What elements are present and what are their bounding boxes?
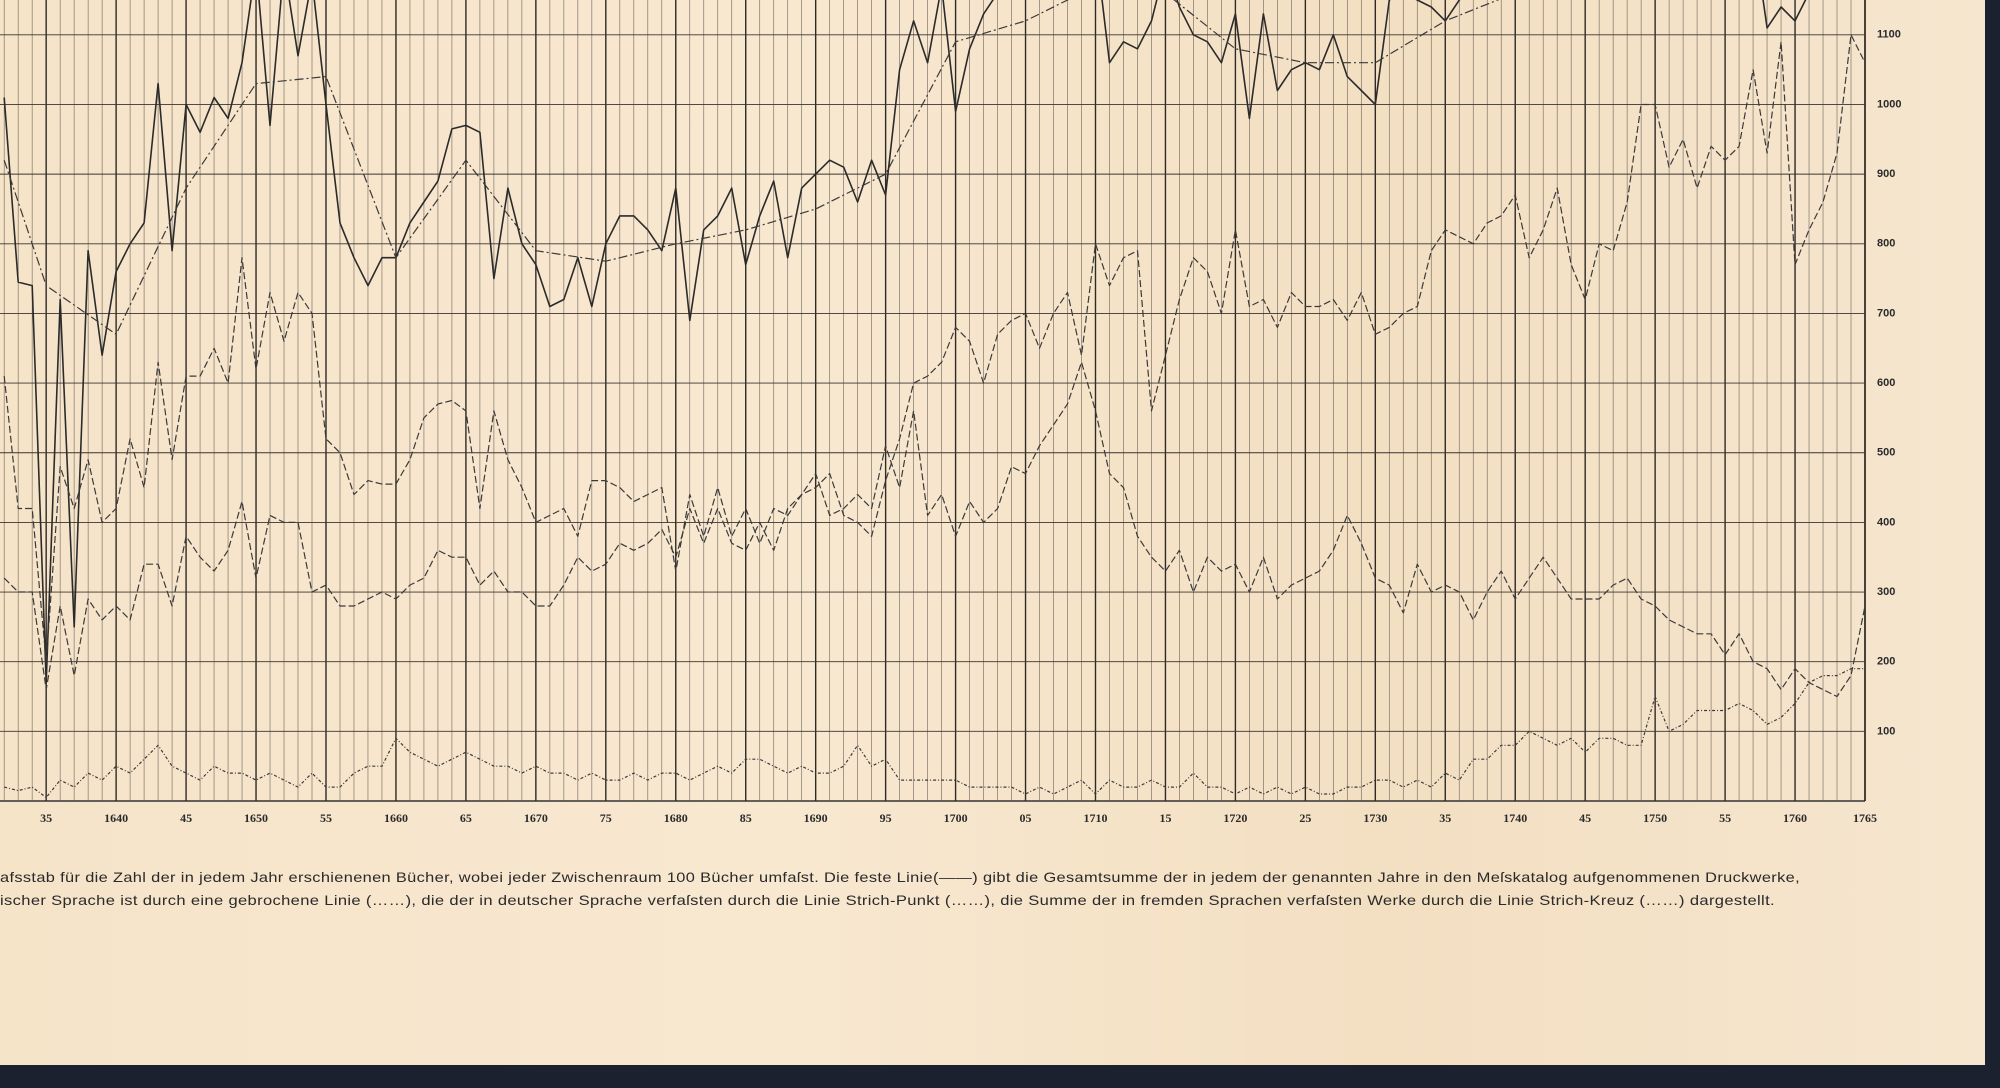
labels: afsstab für die Zahl der in jedem Jahr e…	[0, 29, 1901, 908]
y-tick-label: 400	[1877, 516, 1895, 528]
x-tick-label: 1700	[944, 811, 968, 825]
series-line	[3, 34, 1865, 663]
x-tick-label: 65	[460, 811, 472, 825]
x-tick-label: 75	[600, 811, 612, 825]
x-tick-label: 35	[1439, 811, 1451, 825]
y-tick-label: 100	[1877, 725, 1895, 737]
series-line	[4, 668, 1865, 799]
x-tick-label: 1680	[664, 811, 688, 825]
x-tick-label: 55	[1719, 811, 1731, 825]
y-tick-label: 800	[1877, 238, 1895, 250]
x-tick-label: 1760	[1783, 811, 1807, 825]
x-tick-label: 05	[1020, 811, 1032, 825]
x-tick-label: 15	[1159, 811, 1171, 825]
series-line	[3, 361, 1865, 698]
x-tick-label: 1710	[1083, 811, 1107, 825]
series-line	[3, 0, 1807, 684]
lines	[3, 0, 1865, 799]
x-tick-label: 1660	[384, 811, 408, 825]
x-tick-label: 95	[880, 811, 892, 825]
x-tick-label: 1740	[1503, 811, 1527, 825]
x-tick-label: 85	[740, 811, 752, 825]
y-tick-label: 700	[1877, 307, 1895, 319]
y-tick-label: 600	[1877, 377, 1895, 389]
y-tick-label: 900	[1877, 168, 1895, 180]
caption-line: ischer Sprache ist durch eine gebrochene…	[0, 892, 1775, 908]
x-tick-label: 1730	[1363, 811, 1387, 825]
paper	[0, 0, 1985, 1065]
x-tick-label: 1640	[104, 811, 128, 825]
x-tick-label: 1765	[1853, 811, 1877, 825]
y-tick-label: 200	[1877, 656, 1895, 668]
x-tick-label: 1650	[244, 811, 268, 825]
x-tick-label: 25	[1299, 811, 1311, 825]
grid	[0, 0, 1866, 802]
series-line	[3, 0, 1500, 335]
x-tick-label: 1750	[1643, 811, 1667, 825]
x-tick-label: 45	[1579, 811, 1591, 825]
y-tick-label: 500	[1877, 447, 1895, 459]
y-tick-label: 300	[1877, 586, 1895, 598]
x-tick-label: 1720	[1223, 811, 1247, 825]
x-tick-label: 1670	[524, 811, 548, 825]
y-tick-label: 1000	[1877, 98, 1901, 110]
caption-line: afsstab für die Zahl der in jedem Jahr e…	[0, 869, 1800, 885]
x-tick-label: 35	[40, 811, 52, 825]
x-tick-label: 45	[180, 811, 192, 825]
y-tick-label: 1100	[1877, 29, 1901, 41]
x-tick-label: 55	[320, 811, 332, 825]
x-tick-label: 1690	[804, 811, 828, 825]
